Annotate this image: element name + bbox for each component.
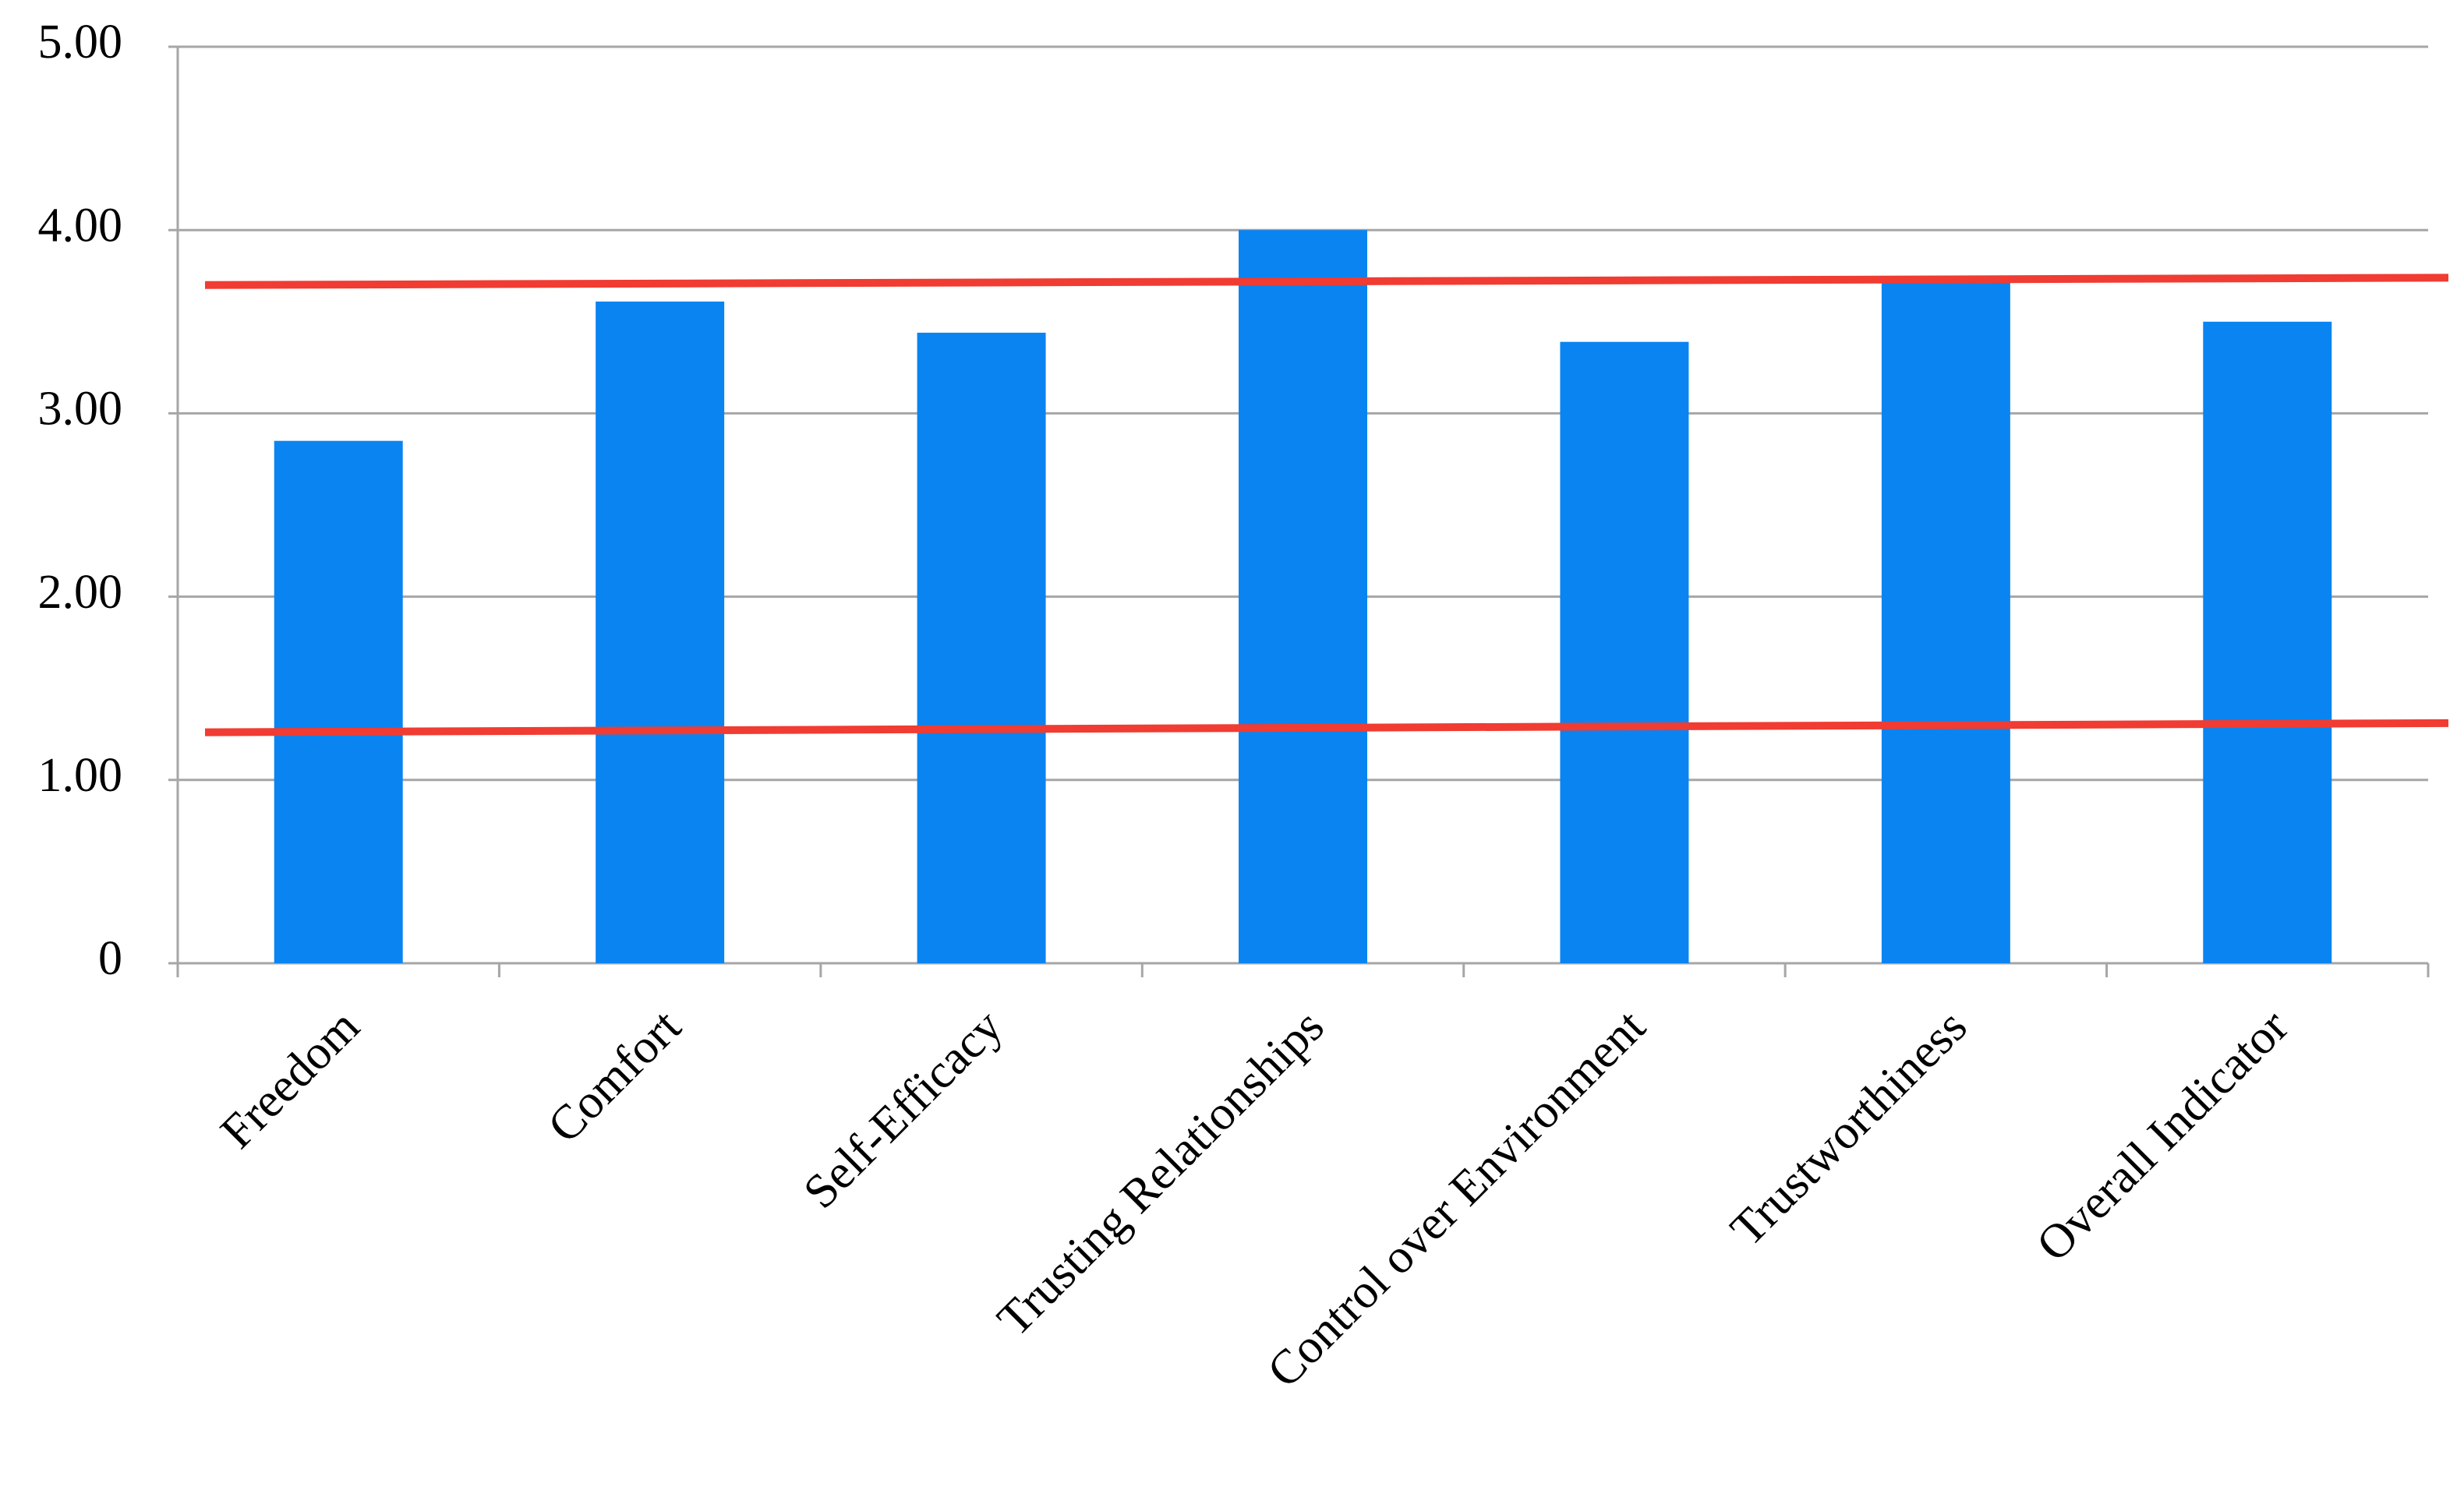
x-tick-label: Trusting Relationships (988, 1000, 1335, 1347)
bar (917, 332, 1046, 963)
y-tick-label: 5.00 (38, 16, 123, 69)
x-tick-label: Control over Environment (1257, 1000, 1656, 1398)
x-tick-label: Freedom (210, 1000, 369, 1159)
y-tick-label: 3.00 (38, 383, 123, 436)
reference-line (204, 274, 2449, 289)
x-tick-label: Comfort (538, 1000, 691, 1153)
reference-line (204, 719, 2449, 736)
x-tick-label: Trustworthiness (1720, 1000, 1977, 1256)
bar (596, 301, 725, 964)
y-tick-label: 2.00 (38, 566, 123, 619)
y-tick-label: 0 (98, 932, 122, 985)
bar (1239, 230, 1367, 963)
bar (2203, 321, 2332, 963)
bar (1881, 281, 2010, 963)
y-tick-label: 4.00 (38, 199, 123, 252)
x-tick-label: Overall Indicator (2027, 1000, 2299, 1272)
x-tick-label: Self-Efficacy (794, 1000, 1013, 1219)
y-tick-label: 1.00 (38, 749, 123, 802)
bar (1560, 341, 1689, 963)
bar (274, 440, 403, 963)
